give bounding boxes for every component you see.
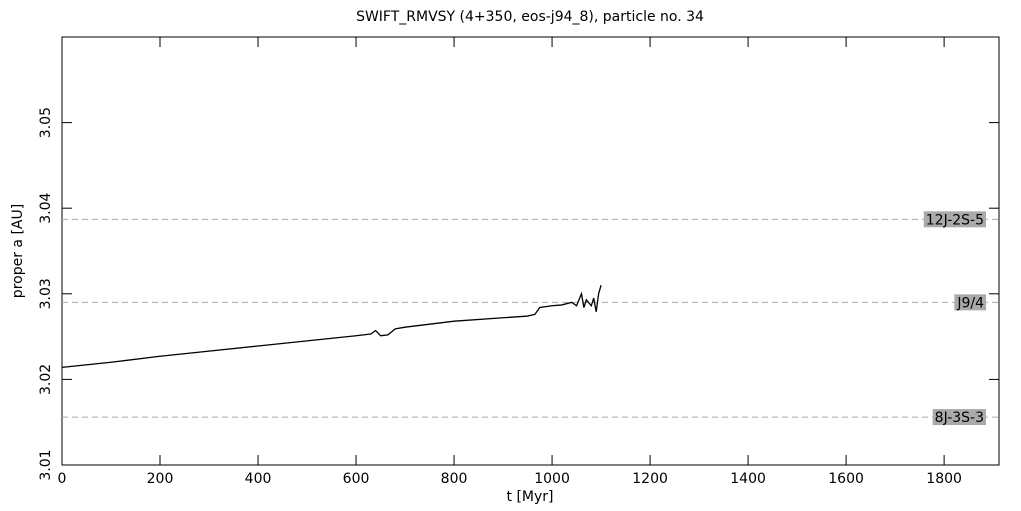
x-tick-label: 800 bbox=[441, 471, 468, 487]
chart-title: SWIFT_RMVSY (4+350, eos-j94_8), particle… bbox=[356, 9, 704, 25]
y-tick-label: 3.02 bbox=[38, 364, 54, 395]
reference-label: 8J-3S-3 bbox=[935, 410, 984, 426]
y-tick-label: 3.04 bbox=[38, 193, 54, 224]
y-tick-label: 3.03 bbox=[38, 278, 54, 309]
reference-label-box bbox=[923, 211, 986, 228]
reference-label-box bbox=[932, 409, 986, 426]
x-tick-label: 600 bbox=[343, 471, 370, 487]
x-tick-label: 1200 bbox=[632, 471, 668, 487]
y-axis-label: proper a [AU] bbox=[10, 204, 26, 298]
x-tick-label: 1600 bbox=[828, 471, 864, 487]
reference-label: J9/4 bbox=[956, 295, 984, 311]
x-tick-label: 0 bbox=[58, 471, 67, 487]
x-axis-label: t [Myr] bbox=[507, 489, 554, 505]
y-tick-label: 3.05 bbox=[38, 107, 54, 138]
plot-frame bbox=[61, 36, 1000, 466]
data-line bbox=[61, 285, 602, 369]
x-tick-label: 1400 bbox=[730, 471, 766, 487]
x-tick-label: 400 bbox=[245, 471, 272, 487]
x-tick-label: 1800 bbox=[926, 471, 962, 487]
x-tick-label: 200 bbox=[147, 471, 174, 487]
x-tick-label: 1000 bbox=[534, 471, 570, 487]
y-tick-label: 3.01 bbox=[38, 449, 54, 480]
reference-label: 12J-2S-5 bbox=[926, 212, 984, 228]
reference-label-box bbox=[954, 294, 987, 311]
